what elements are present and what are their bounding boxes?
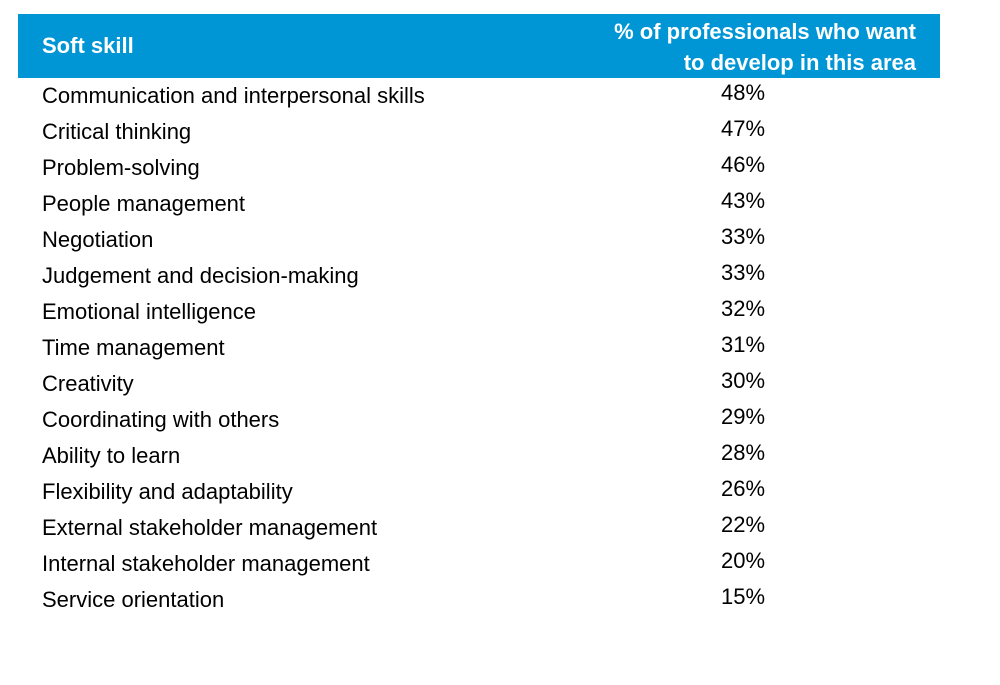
skill-name: Ability to learn: [42, 443, 181, 468]
header-percent-line1: % of professionals who want: [614, 19, 916, 44]
skill-name: Time management: [42, 335, 225, 360]
header-percent: % of professionals who want to develop i…: [556, 16, 916, 78]
table-row: Emotional intelligence 32%: [18, 294, 940, 330]
skill-percent: 29%: [720, 404, 766, 429]
table-row: Negotiation 33%: [18, 222, 940, 258]
skill-name: Coordinating with others: [42, 407, 280, 432]
skill-percent: 26%: [720, 476, 766, 501]
skill-percent: 15%: [720, 584, 766, 609]
table-header: Soft skill % of professionals who want t…: [18, 14, 940, 78]
soft-skills-table: Soft skill % of professionals who want t…: [18, 14, 940, 618]
skill-percent: 46%: [720, 152, 766, 177]
table-row: Problem-solving 46%: [18, 150, 940, 186]
table-row: Communication and interpersonal skills 48…: [18, 78, 940, 114]
header-percent-line2: to develop in this area: [683, 50, 916, 75]
skill-percent: 28%: [720, 440, 766, 465]
skill-percent: 43%: [720, 188, 766, 213]
skill-name: Flexibility and adaptability: [42, 479, 293, 504]
table-body: Communication and interpersonal skills 48…: [18, 78, 940, 618]
skill-name: Emotional intelligence: [42, 299, 257, 324]
skill-name: Service orientation: [42, 587, 225, 612]
table-row: Coordinating with others 29%: [18, 402, 940, 438]
skill-name: Creativity: [42, 371, 134, 396]
skill-percent: 32%: [720, 296, 766, 321]
table-row: People management 43%: [18, 186, 940, 222]
table-row: Critical thinking 47%: [18, 114, 940, 150]
skill-name: Negotiation: [42, 227, 154, 252]
skill-name: Internal stakeholder management: [42, 551, 370, 576]
table-row: Time management 31%: [18, 330, 940, 366]
table-row: Ability to learn 28%: [18, 438, 940, 474]
skill-name: Judgement and decision-making: [42, 263, 359, 288]
skill-name: Communication and interpersonal skills: [42, 83, 425, 108]
table-row: External stakeholder management 22%: [18, 510, 940, 546]
skill-percent: 33%: [720, 224, 766, 249]
table-row: Service orientation 15%: [18, 582, 940, 618]
skill-percent: 47%: [720, 116, 766, 141]
skill-name: External stakeholder management: [42, 515, 378, 540]
skill-percent: 48%: [720, 80, 766, 105]
skill-name: Problem-solving: [42, 155, 200, 180]
skill-percent: 31%: [720, 332, 766, 357]
table-row: Creativity 30%: [18, 366, 940, 402]
skill-percent: 33%: [720, 260, 766, 285]
skill-percent: 20%: [720, 548, 766, 573]
skill-name: People management: [42, 191, 246, 216]
skill-name: Critical thinking: [42, 119, 192, 144]
table-row: Internal stakeholder management 20%: [18, 546, 940, 582]
header-skill: Soft skill: [42, 33, 134, 58]
skill-percent: 30%: [720, 368, 766, 393]
skill-percent: 22%: [720, 512, 766, 537]
table-row: Judgement and decision-making 33%: [18, 258, 940, 294]
table-row: Flexibility and adaptability 26%: [18, 474, 940, 510]
